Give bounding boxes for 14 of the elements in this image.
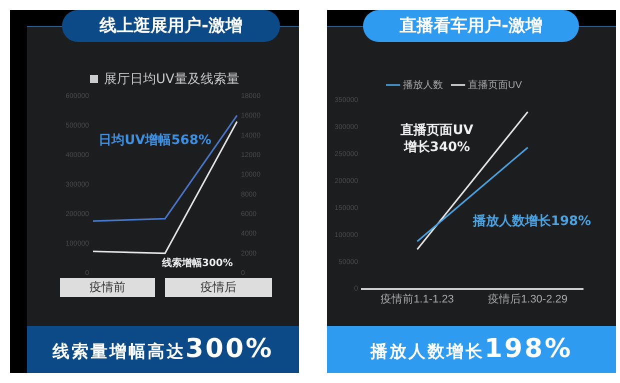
annotation: 日均UV增幅568% bbox=[98, 132, 212, 149]
annotation: 播放人数增长198% bbox=[472, 213, 592, 230]
x-tick-label: 疫情后1.30-2.29 bbox=[488, 292, 568, 306]
legend-label: 播放人数 bbox=[403, 78, 444, 91]
chart-title: 直播看车用户-激增 bbox=[363, 10, 579, 42]
annotation: 直播页面UV 增长340% bbox=[400, 122, 474, 156]
annotation: 线索增幅300% bbox=[162, 258, 233, 270]
x-tick-label: 疫情前1.1-1.23 bbox=[380, 292, 454, 306]
text: 线索量增幅高达300% bbox=[27, 326, 299, 373]
text: 疫情后 bbox=[165, 278, 272, 297]
text: 疫情前 bbox=[60, 278, 155, 297]
chart-title: 线上逛展用户-激增 bbox=[62, 10, 280, 42]
chart-subtitle: 展厅日均UV量及线索量 bbox=[103, 71, 240, 88]
legend-label: 直播页面UV bbox=[468, 78, 522, 91]
